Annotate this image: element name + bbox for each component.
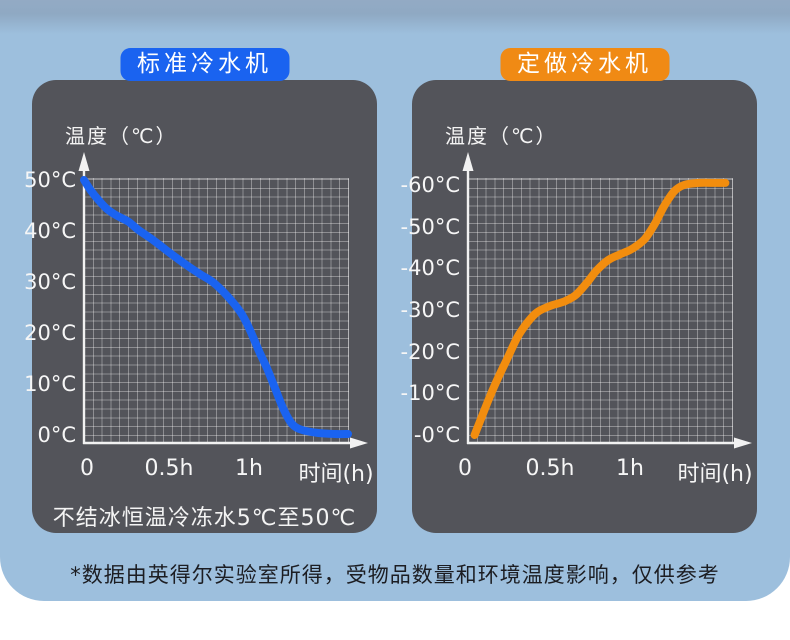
- custom-chiller-panel: 温度（℃） -60°C -50°C -40°C -30°C -20°C -10°C -0°C…: [401, 80, 757, 533]
- x-tick-label: 时间(h): [677, 462, 753, 487]
- y-tick-label: -50°C: [400, 214, 460, 239]
- x-tick-label: 时间(h): [298, 462, 374, 487]
- standard-chiller-curve-plot: [78, 152, 368, 449]
- custom-chiller-curve-plot: [462, 152, 752, 449]
- y-tick-label: -10°C: [400, 381, 460, 406]
- hero-background: 标准冷水机 温度（℃） 50°C 40°C 30°C 20°C 10°C 0°C 0 0.5…: [0, 0, 790, 601]
- y-tick-label: -60°C: [400, 172, 460, 197]
- standard-chiller-panel: 温度（℃） 50°C 40°C 30°C 20°C 10°C 0°C 0 0.5h 1h 时间(…: [24, 80, 377, 533]
- y-tick-label: -20°C: [400, 339, 460, 364]
- x-tick-label: 1h: [235, 456, 263, 481]
- x-tick-label: 0.5h: [144, 456, 194, 481]
- y-tick-label: 50°C: [24, 168, 76, 192]
- y-tick-label: -0°C: [413, 423, 460, 447]
- disclaimer-text: *数据由英得尔实验室所得，受物品数量和环境温度影响，仅供参考: [70, 563, 720, 587]
- y-tick-label: 0°C: [37, 423, 76, 447]
- y-tick-label: 20°C: [24, 321, 76, 345]
- x-tick-label: 1h: [616, 456, 644, 481]
- y-tick-label: -30°C: [400, 297, 460, 322]
- x-tick-label: 0.5h: [525, 456, 575, 481]
- y-tick-label: 40°C: [24, 219, 76, 243]
- y-tick-label: -40°C: [400, 256, 460, 281]
- y-tick-label: 30°C: [24, 270, 76, 294]
- custom-chiller-card: 定做冷水机 温度（℃） -60°C -50°C -40°C -30°C -20°C -10…: [401, 48, 757, 533]
- standard-chiller-card: 标准冷水机 温度（℃） 50°C 40°C 30°C 20°C 10°C 0°C 0 0.5…: [24, 48, 377, 533]
- plot-grid: [468, 178, 733, 444]
- x-tick-label: 0: [458, 456, 472, 481]
- x-tick-label: 0: [80, 456, 94, 481]
- custom-chiller-badge: 定做冷水机: [500, 48, 669, 81]
- panel-footer-note: 不结冰恒温冷冻水5℃至50℃: [52, 506, 357, 531]
- standard-chiller-badge: 标准冷水机: [120, 48, 289, 81]
- y-axis-title: 温度（℃）: [445, 124, 558, 148]
- y-tick-label: 10°C: [24, 372, 76, 396]
- y-axis-title: 温度（℃）: [65, 124, 178, 148]
